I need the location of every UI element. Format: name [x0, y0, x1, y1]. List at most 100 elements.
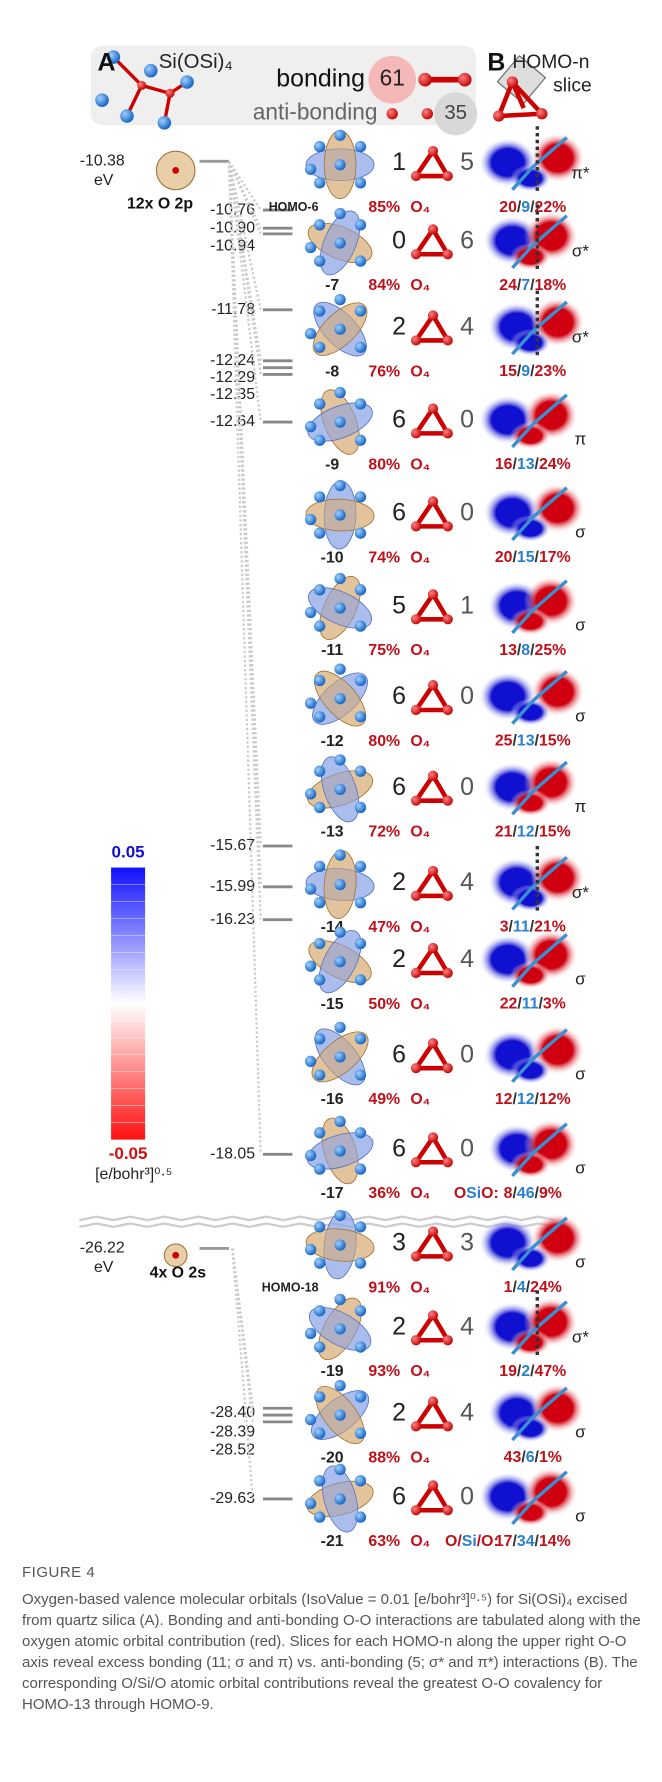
- slice-o2: 3%: [543, 996, 566, 1013]
- atom: [355, 141, 366, 152]
- slice-si: 4: [517, 1279, 526, 1296]
- antibond-icon: [422, 108, 433, 119]
- atom: [314, 398, 325, 409]
- atom: [314, 675, 325, 686]
- o4-percent: 80%: [368, 456, 400, 473]
- atom: [334, 1239, 345, 1250]
- slice-percent: 15/9/23%: [499, 363, 566, 380]
- panel-title: HOMO-n: [512, 52, 589, 73]
- atom: [314, 527, 325, 538]
- slice-o: 22: [500, 996, 518, 1013]
- slice-o: 24: [499, 277, 517, 294]
- atom: [334, 1493, 345, 1504]
- slice-percent: 16/13/24%: [495, 456, 571, 473]
- symmetry: σ: [575, 1159, 586, 1178]
- atom: [334, 1145, 345, 1156]
- bond-icon: [418, 73, 432, 87]
- o4-label: O₄: [410, 1091, 430, 1108]
- atom: [355, 1511, 366, 1522]
- slice-o: 1: [504, 1279, 513, 1296]
- antibonding-count: 4: [460, 868, 474, 896]
- slice-header-part: O: [454, 1185, 466, 1202]
- o4-label: O₄: [410, 733, 430, 750]
- colorbar-max: 0.05: [112, 842, 145, 861]
- orbital-label: -11: [321, 642, 343, 659]
- level-energy: -15.67: [210, 837, 255, 854]
- slice-percent: 17/34/14%: [495, 1533, 571, 1550]
- o4-atom: [443, 249, 453, 259]
- slice-image: [487, 1119, 578, 1178]
- atom: [334, 480, 345, 491]
- orbital-image: [303, 752, 378, 827]
- atom: [355, 255, 366, 266]
- atom: [314, 1391, 325, 1402]
- caption-text: Oxygen-based valence molecular orbitals …: [22, 1589, 650, 1715]
- atom: [334, 664, 345, 675]
- atom: [314, 861, 325, 872]
- atom: [305, 421, 316, 432]
- o4-atom: [443, 891, 453, 901]
- atom: [355, 861, 366, 872]
- slice-si: 12: [517, 824, 535, 841]
- group-label: 4x O 2s: [150, 1265, 207, 1282]
- o4-atom: [411, 1505, 421, 1515]
- orbital-label: -13: [321, 824, 344, 841]
- colorbar-min: -0.05: [109, 1144, 148, 1163]
- slice-o2: 47%: [535, 1363, 567, 1380]
- atom: [314, 620, 325, 631]
- slice-percent: 1/4/24%: [504, 1279, 562, 1296]
- atom: [314, 177, 325, 188]
- atom: [305, 242, 316, 253]
- atom: [305, 1328, 316, 1339]
- atom: [355, 1475, 366, 1486]
- slice-percent: 22/11/3%: [500, 996, 566, 1013]
- atom: [314, 1033, 325, 1044]
- orbital-label: -19: [321, 1363, 344, 1380]
- orbital-label: -7: [325, 277, 339, 294]
- o4-atom: [428, 1038, 438, 1048]
- atom: [314, 342, 325, 353]
- o4-atom: [411, 1421, 421, 1431]
- panel-label: B: [487, 48, 505, 76]
- atom: [314, 491, 325, 502]
- atom: [355, 177, 366, 188]
- o4-label: O₄: [410, 1533, 430, 1550]
- orbital-image: [303, 385, 378, 460]
- legend-bonding: bonding: [276, 64, 365, 92]
- slice-o2: 24%: [539, 456, 571, 473]
- o4-atom: [443, 705, 453, 715]
- slice-image: [487, 1383, 584, 1442]
- o4-label: O₄: [410, 919, 430, 936]
- atom: [355, 711, 366, 722]
- slice-image: [478, 930, 578, 989]
- slice-image: [483, 483, 585, 542]
- atom: [314, 1069, 325, 1080]
- slice-si: 13: [517, 456, 535, 473]
- atom: [355, 620, 366, 631]
- orbital-label: -10: [321, 549, 344, 566]
- atom: [334, 130, 345, 141]
- atom: [355, 1257, 366, 1268]
- slice-o2: 25%: [535, 642, 567, 659]
- antibonding-count: 1: [460, 591, 474, 619]
- atom: [355, 1127, 366, 1138]
- group-orbital: [172, 167, 179, 174]
- atom: [355, 435, 366, 446]
- o4-label: O₄: [410, 1363, 430, 1380]
- antibonding-count: 0: [460, 1134, 474, 1162]
- slice-percent: 12/12/12%: [495, 1091, 571, 1108]
- o4-percent: 50%: [368, 996, 400, 1013]
- symmetry: σ: [575, 523, 586, 542]
- slice-image: [483, 758, 578, 817]
- slice-o2: 15%: [539, 733, 571, 750]
- symmetry: σ*: [572, 1327, 589, 1346]
- atom: [355, 1428, 366, 1439]
- orbital-image: [303, 205, 378, 280]
- slice-percent: 20/15/17%: [495, 549, 571, 566]
- antibonding-count: 4: [460, 1312, 474, 1340]
- level-energy: -12.24: [210, 352, 255, 369]
- symmetry: π: [575, 430, 587, 449]
- slice-si: 15: [517, 549, 535, 566]
- group-unit: eV: [94, 1259, 114, 1276]
- slice-o: 20: [495, 549, 513, 566]
